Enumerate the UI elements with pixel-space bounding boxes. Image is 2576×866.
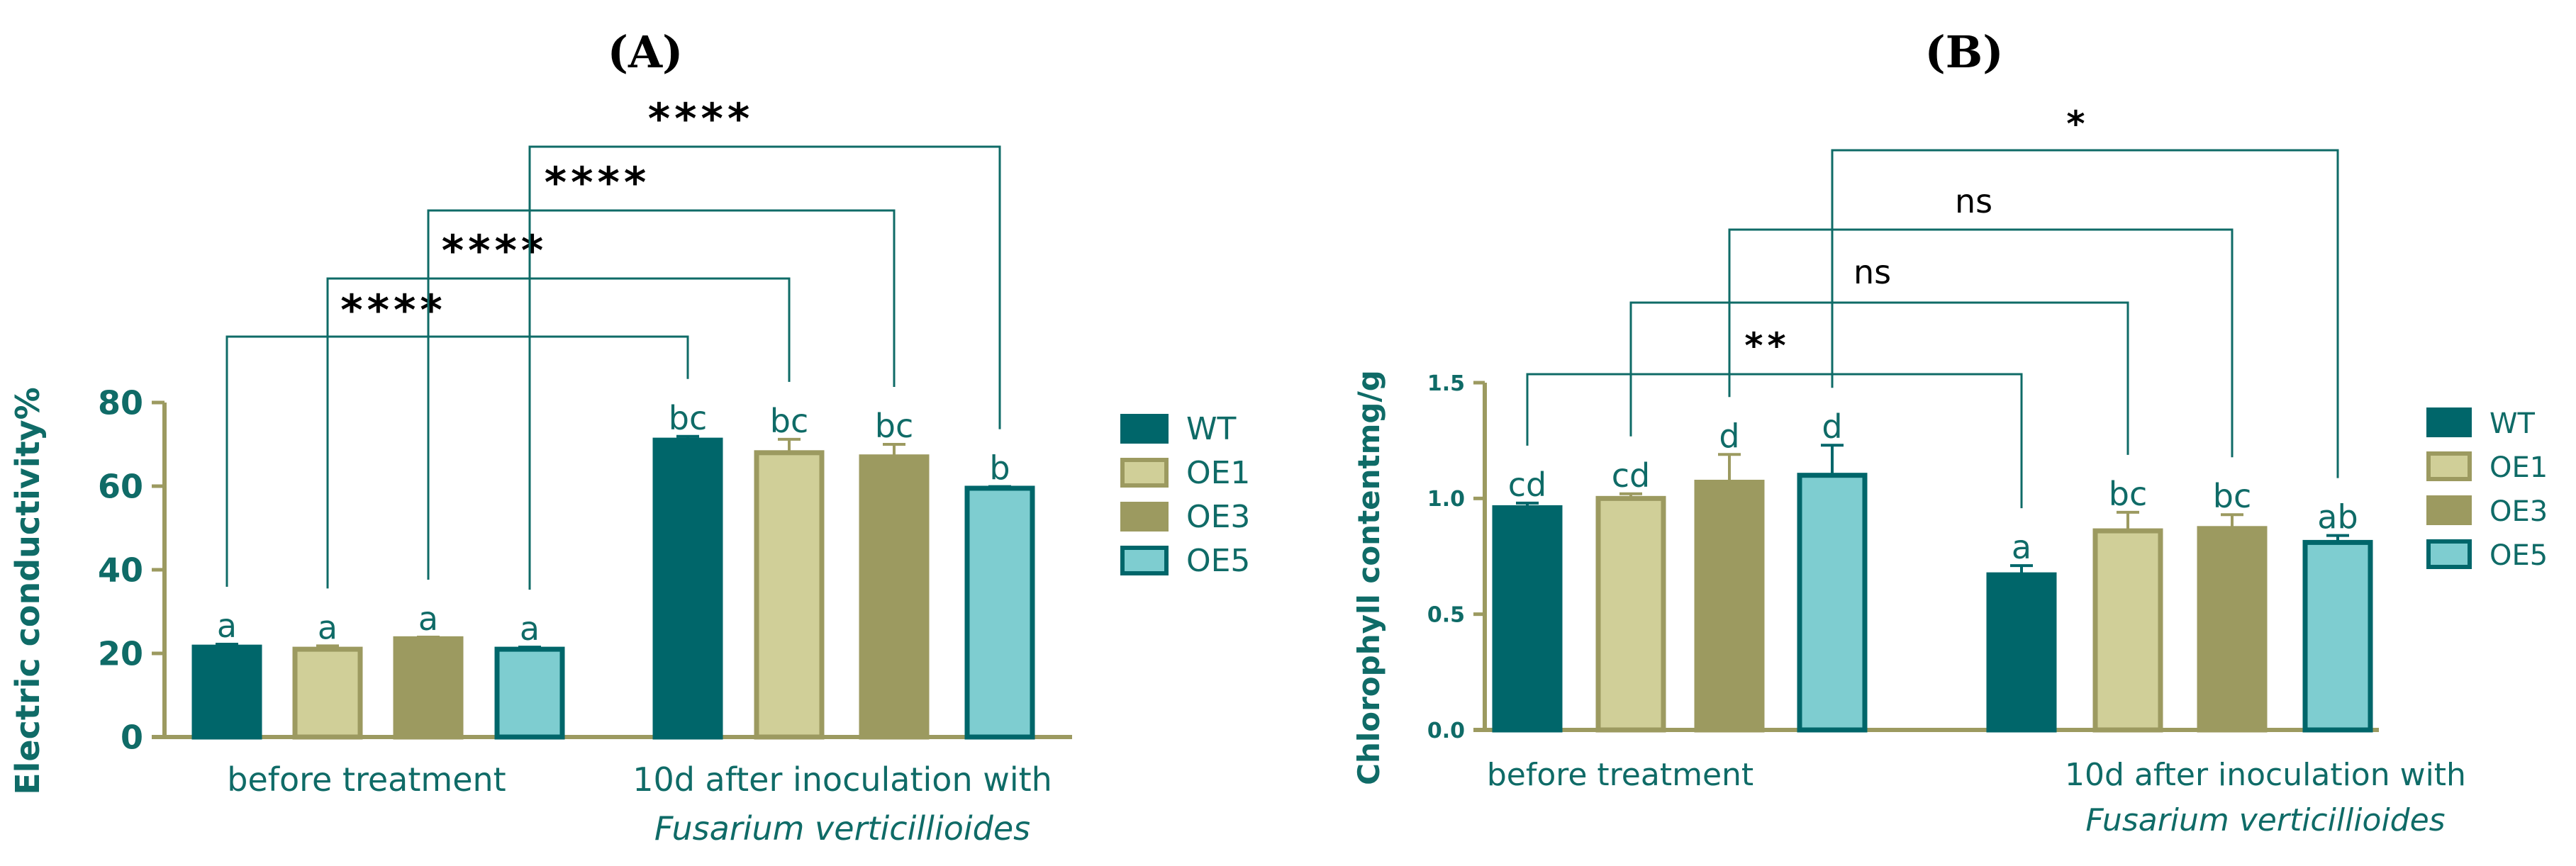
significance-letter: bc (770, 402, 809, 440)
legend-label-oe5: OE5 (2489, 539, 2548, 572)
legend-label-wt: WT (1186, 411, 1237, 447)
comparison-bracket (225, 335, 689, 587)
comparison-label: ** (1744, 325, 1790, 366)
significance-letter: cd (1612, 456, 1651, 495)
comparison-label: ns (1853, 253, 1891, 291)
significance-letter: a (318, 608, 338, 646)
significance-letter: b (989, 449, 1010, 488)
y-tick-label: 1.0 (1427, 487, 1465, 512)
significance-letter: bc (669, 399, 708, 437)
comparison-bracket (326, 277, 791, 589)
legend-label-oe1: OE1 (2489, 451, 2548, 484)
legend-swatch-oe5 (2426, 539, 2472, 569)
comparison-label: **** (340, 286, 447, 335)
y-axis-title: Chlorophyll contentmg/g (1351, 370, 1386, 785)
x-category-label: before treatment (227, 760, 506, 799)
legend-swatch-oe3 (1120, 502, 1169, 532)
x-category-label: before treatment (1487, 757, 1753, 793)
legend-swatch-wt (2426, 407, 2472, 437)
bar-oe5 (1797, 473, 1868, 733)
x-category-sublabel: Fusarium verticillioides (2085, 802, 2445, 838)
legend-label-oe3: OE3 (1186, 499, 1250, 535)
bar-wt (191, 644, 262, 740)
legend-swatch-oe5 (1120, 546, 1169, 575)
bar-wt (652, 437, 723, 740)
significance-letter: a (520, 609, 540, 648)
y-tick-label: 20 (98, 635, 143, 673)
bar-oe3 (2197, 526, 2268, 733)
y-tick-label: 0.0 (1427, 719, 1465, 743)
y-tick-label: 0 (121, 719, 143, 757)
significance-letter: bc (2109, 475, 2148, 513)
panel-label: (A) (608, 26, 684, 78)
bar-wt (1986, 572, 2057, 733)
significance-letter: a (2012, 528, 2031, 566)
comparison-bracket (528, 145, 1001, 590)
bar-oe3 (859, 454, 930, 740)
bar-oe3 (1694, 479, 1765, 733)
bar-oe1 (292, 646, 363, 740)
legend-swatch-oe1 (2426, 451, 2472, 481)
y-tick-label: 0.5 (1427, 602, 1465, 627)
significance-letter: d (1719, 417, 1739, 455)
comparison-label: * (2066, 103, 2089, 145)
y-axis-title: Electric conductivity% (9, 387, 47, 795)
significance-letter: cd (1508, 466, 1547, 504)
bar-oe1 (2092, 528, 2163, 733)
significance-letter: a (418, 600, 438, 638)
significance-letter: bc (875, 407, 914, 445)
x-category-label: 10d after inoculation with (632, 760, 1052, 799)
legend-swatch-oe3 (2426, 495, 2472, 525)
bar-oe5 (964, 485, 1035, 740)
comparison-label: **** (648, 94, 754, 144)
legend-label-wt: WT (2489, 407, 2536, 440)
significance-letter: d (1822, 407, 1842, 446)
legend-label-oe3: OE3 (2489, 495, 2548, 528)
comparison-bracket (427, 209, 896, 580)
legend-label-oe5: OE5 (1186, 543, 1250, 579)
comparison-label: **** (545, 158, 651, 208)
significance-letter: bc (2213, 477, 2252, 515)
comparison-label: **** (442, 226, 548, 276)
bar-wt (1492, 505, 1563, 733)
bar-oe3 (393, 636, 464, 740)
comparison-bracket (1728, 228, 2234, 458)
y-tick-label: 80 (98, 384, 143, 422)
x-category-sublabel: Fusarium verticillioides (654, 809, 1030, 848)
comparison-label: ns (1955, 182, 1992, 220)
bar-oe5 (2302, 539, 2373, 733)
comparison-bracket (1629, 301, 2129, 455)
legend-label-oe1: OE1 (1186, 455, 1250, 491)
x-category-label: 10d after inoculation with (2065, 757, 2466, 793)
significance-letter: a (217, 607, 237, 645)
panel-label: (B) (1924, 26, 2003, 78)
comparison-bracket (1526, 373, 2023, 509)
significance-letter: ab (2317, 498, 2358, 536)
bar-oe1 (1595, 495, 1666, 733)
y-tick-label: 60 (98, 468, 143, 506)
bar-oe1 (754, 450, 825, 740)
legend-swatch-oe1 (1120, 458, 1169, 488)
bar-oe5 (494, 646, 565, 740)
y-tick-label: 40 (98, 551, 143, 590)
legend-swatch-wt (1120, 414, 1169, 444)
y-tick-label: 1.5 (1427, 371, 1465, 396)
comparison-bracket (1831, 149, 2339, 478)
